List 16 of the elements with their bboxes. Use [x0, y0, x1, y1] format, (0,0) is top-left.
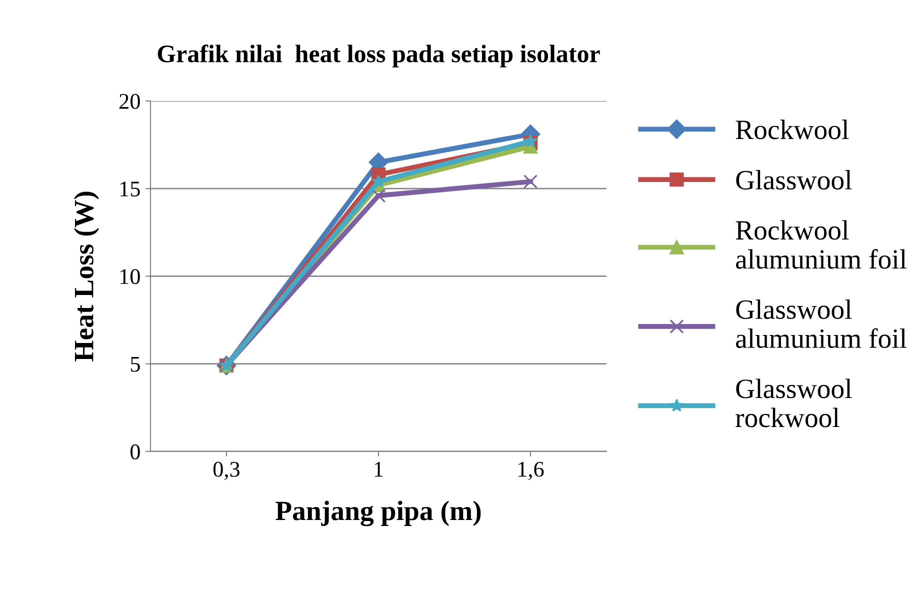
legend-label: Glasswool rockwool — [736, 378, 852, 428]
legend-label: Glasswool alumunium foil — [736, 299, 907, 348]
y-tick-label: 15 — [120, 182, 140, 197]
y-axis-title: Heat Loss (W) — [74, 192, 100, 362]
x-tick-label: 1,6 — [518, 462, 544, 480]
legend-label: Glasswool — [736, 170, 852, 190]
y-tick-label: 5 — [130, 356, 140, 372]
chart-title: Grafik nilai heat loss pada setiap isolator — [158, 44, 600, 68]
x-tick-label: 1 — [374, 462, 383, 477]
x-axis-title: Panjang pipa (m) — [276, 500, 481, 526]
y-tick-label: 10 — [120, 269, 140, 284]
y-tick-label: 0 — [130, 444, 140, 460]
x-tick-label: 0,3 — [213, 462, 240, 480]
y-tick-label: 20 — [120, 94, 140, 109]
legend-label: Rockwool — [736, 120, 849, 140]
legend-label: Rockwool alumunium foil — [736, 220, 907, 269]
